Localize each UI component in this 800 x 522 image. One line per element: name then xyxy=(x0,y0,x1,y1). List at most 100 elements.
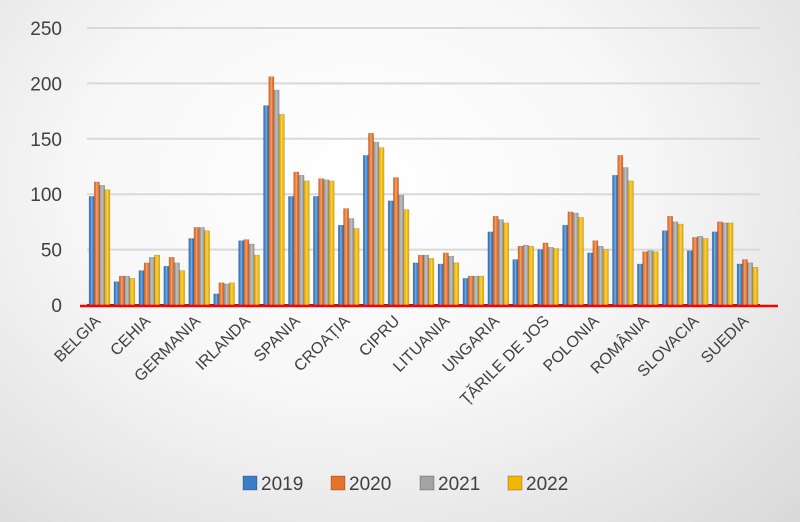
bar-2021 xyxy=(597,245,604,306)
bar-2021 xyxy=(248,243,255,306)
x-category-label: CIPRU xyxy=(356,313,403,360)
bar-2021 xyxy=(149,257,155,306)
bar-2020 xyxy=(168,257,175,306)
bar-2019 xyxy=(637,263,643,306)
bar-2022 xyxy=(278,114,285,306)
bar-2021 xyxy=(547,247,554,306)
bar-2020 xyxy=(742,259,748,306)
bar-2019 xyxy=(736,263,743,306)
bar-2021 xyxy=(522,244,529,306)
bar-2022 xyxy=(553,248,559,306)
bar-2020 xyxy=(343,208,350,306)
bar-2019 xyxy=(711,231,718,306)
bar-2020 xyxy=(642,251,649,306)
bars xyxy=(80,76,778,308)
bar-2021 xyxy=(323,179,330,306)
gridlines xyxy=(87,27,760,251)
bar-2022 xyxy=(652,251,659,306)
bar-2021 xyxy=(223,283,230,306)
bar-2021 xyxy=(622,167,629,306)
bar-2019 xyxy=(213,293,220,306)
bar-2022 xyxy=(303,180,310,306)
bar-2021 xyxy=(348,218,355,306)
bar-2020 xyxy=(93,181,100,306)
bar-2020 xyxy=(692,237,698,306)
bar-2022 xyxy=(627,180,634,306)
bar-2022 xyxy=(253,254,260,306)
bar-2020 xyxy=(143,262,150,306)
bar-2021 xyxy=(198,227,205,306)
bar-2019 xyxy=(462,278,469,306)
y-tick-label: 50 xyxy=(41,241,62,262)
bar-2020 xyxy=(492,216,499,306)
bar-2020 xyxy=(243,239,250,306)
bar-2021 xyxy=(124,275,130,306)
bar-2019 xyxy=(612,175,619,306)
bar-2022 xyxy=(577,217,584,306)
legend: 2019 2020 2021 2022 xyxy=(242,474,568,495)
bar-2020 xyxy=(268,76,275,306)
y-tick-label: 200 xyxy=(30,74,62,95)
bar-2019 xyxy=(163,265,170,306)
legend-item-2021: 2021 xyxy=(419,474,480,495)
bar-2019 xyxy=(113,281,120,306)
x-category-label: BELGIA xyxy=(51,313,104,366)
bar-2019 xyxy=(138,270,145,306)
y-tick-label: 250 xyxy=(30,19,62,40)
bar-2020 xyxy=(368,132,374,306)
y-tick-label: 150 xyxy=(30,130,62,151)
bar-2020 xyxy=(118,275,125,306)
bar-2021 xyxy=(747,262,754,306)
bar-2022 xyxy=(228,282,235,306)
x-category-label: IRLANDA xyxy=(193,313,254,374)
bar-2020 xyxy=(567,211,574,306)
bar-2022 xyxy=(104,189,111,306)
bar-2021 xyxy=(572,212,579,306)
bar-2022 xyxy=(453,262,460,306)
bar-2022 xyxy=(154,254,161,306)
bar-2020 xyxy=(193,227,200,306)
bar-2022 xyxy=(752,267,759,306)
bar-2021 xyxy=(722,222,729,306)
legend-swatch xyxy=(419,475,435,491)
x-category-label: ȚĂRILE DE JOS xyxy=(456,311,553,408)
bar-2020 xyxy=(393,177,399,306)
bar-2022 xyxy=(428,258,435,306)
bar-2021 xyxy=(398,195,405,306)
legend-label: 2022 xyxy=(526,474,568,495)
bar-2022 xyxy=(528,245,534,306)
bar-2020 xyxy=(318,178,325,306)
bar-2019 xyxy=(412,262,419,306)
bar-2022 xyxy=(727,222,734,306)
bar-2019 xyxy=(662,230,668,306)
bar-2019 xyxy=(263,105,270,306)
bar-2021 xyxy=(448,255,454,306)
bar-2022 xyxy=(204,230,210,306)
bar-2021 xyxy=(647,250,654,306)
bar-2022 xyxy=(602,249,609,306)
bar-2022 xyxy=(677,223,684,306)
y-tick-label: 100 xyxy=(30,185,62,206)
bar-2021 xyxy=(697,236,704,306)
bar-2020 xyxy=(293,171,300,306)
bar-2021 xyxy=(298,175,305,306)
bar-2019 xyxy=(338,224,344,306)
legend-swatch xyxy=(507,475,523,491)
bar-2020 xyxy=(717,221,723,306)
bar-2019 xyxy=(188,238,195,306)
legend-label: 2021 xyxy=(438,474,480,495)
x-category-label: CEHIA xyxy=(108,313,155,360)
bar-2022 xyxy=(503,222,509,306)
bar-2021 xyxy=(173,262,180,306)
bar-2020 xyxy=(417,254,424,306)
bar-2022 xyxy=(129,278,136,306)
bar-2020 xyxy=(617,155,624,306)
bar-2019 xyxy=(686,250,693,306)
legend-item-2019: 2019 xyxy=(242,474,303,495)
legend-label: 2020 xyxy=(349,474,391,495)
bar-2019 xyxy=(362,155,369,306)
legend-item-2022: 2022 xyxy=(507,474,568,495)
bar-2022 xyxy=(328,180,335,306)
